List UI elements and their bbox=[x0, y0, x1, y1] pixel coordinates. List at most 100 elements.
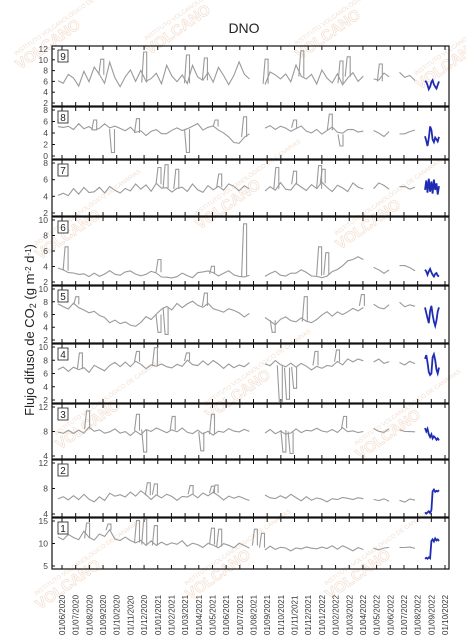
series-line bbox=[57, 267, 250, 279]
panel-badge bbox=[57, 463, 69, 477]
series-spike bbox=[133, 413, 141, 431]
series-spike bbox=[133, 350, 141, 362]
x-tick-label: 01/07/2022 bbox=[400, 594, 409, 635]
series-spike bbox=[84, 522, 91, 539]
series-line bbox=[264, 256, 364, 279]
series-spike bbox=[155, 166, 162, 185]
series-line bbox=[264, 426, 364, 435]
series-line bbox=[399, 498, 416, 503]
panel-frame bbox=[51, 216, 450, 286]
series-spike bbox=[212, 484, 219, 494]
series-spike bbox=[183, 352, 191, 362]
series-line bbox=[264, 124, 364, 135]
panel-badge bbox=[57, 521, 69, 535]
series-spike bbox=[151, 347, 158, 367]
recent-series-line bbox=[424, 305, 440, 330]
series-spike bbox=[319, 168, 326, 184]
y-tick-label: 6 bbox=[43, 310, 48, 320]
y-tick-label: 4 bbox=[43, 191, 48, 201]
series-spike bbox=[298, 50, 305, 77]
watermark-subtext: INSTITUTO VOLCANOLÓGICO DE CANARIAS bbox=[33, 168, 142, 247]
recent-series-line bbox=[424, 126, 440, 147]
x-tick-label: 01/07/2021 bbox=[236, 594, 245, 635]
y-tick-label: 15 bbox=[39, 516, 49, 526]
series-line bbox=[373, 498, 390, 502]
y-tick-label: 6 bbox=[43, 175, 48, 185]
y-tick-label: 4 bbox=[43, 262, 48, 272]
series-spike bbox=[144, 482, 151, 496]
x-tick-label: 01/09/2021 bbox=[263, 594, 272, 635]
y-tick-label: 2 bbox=[43, 98, 48, 108]
series-line bbox=[373, 303, 390, 310]
series-spike bbox=[291, 119, 298, 128]
series-spike bbox=[276, 365, 283, 403]
y-tick-label: 8 bbox=[43, 105, 48, 115]
recent-series-line bbox=[424, 487, 440, 515]
x-tick-label: 01/01/2022 bbox=[318, 594, 327, 635]
x-tick-label: 01/07/2020 bbox=[72, 594, 81, 635]
chart-title: DNO bbox=[228, 20, 259, 36]
y-tick-label: 4 bbox=[43, 322, 48, 332]
panels: 1210864298642088642710864261086425108642… bbox=[39, 44, 450, 571]
series-line bbox=[57, 182, 250, 197]
y-tick-label: 2 bbox=[43, 140, 48, 150]
y-tick-label: 0 bbox=[43, 151, 48, 161]
panel-frame bbox=[51, 459, 450, 518]
y-tick-label: 2 bbox=[43, 395, 48, 405]
x-tick-label: 01/12/2020 bbox=[140, 594, 149, 635]
y-axis-label-part: ) bbox=[22, 244, 37, 248]
series-spike bbox=[183, 129, 191, 154]
y-tick-label: 10 bbox=[39, 284, 49, 294]
series-spike bbox=[91, 119, 98, 131]
x-tick-label: 01/03/2022 bbox=[345, 594, 354, 635]
series-line bbox=[373, 266, 390, 274]
series-spike bbox=[73, 296, 80, 305]
y-axis-label: Flujo difuso de CO2 (g m-2 d-1) bbox=[22, 244, 38, 416]
series-line bbox=[264, 545, 364, 552]
x-tick-label: 01/09/2020 bbox=[99, 594, 108, 635]
watermark-subtext: INSTITUTO VOLCANOLÓGICO DE CANARIAS bbox=[353, 368, 462, 447]
panel-badge-label: 9 bbox=[60, 52, 66, 63]
series-spike bbox=[262, 58, 269, 84]
x-tick-label: 01/08/2021 bbox=[250, 594, 259, 635]
panel-badge-label: 5 bbox=[60, 292, 66, 303]
x-tick-label: 01/12/2021 bbox=[304, 594, 313, 635]
panel-frame bbox=[51, 45, 450, 107]
x-tick-label: 01/05/2022 bbox=[373, 594, 382, 635]
y-tick-label: 2 bbox=[43, 335, 48, 345]
series-line bbox=[373, 72, 390, 81]
series-spike bbox=[141, 51, 148, 83]
x-tick-label: 01/10/2020 bbox=[113, 594, 122, 635]
series-spike bbox=[216, 173, 223, 188]
series-spike bbox=[133, 118, 141, 134]
x-tick-label: 01/02/2022 bbox=[332, 594, 341, 635]
y-tick-label: 10 bbox=[39, 55, 49, 65]
series-spike bbox=[201, 292, 208, 306]
series-spike bbox=[105, 523, 112, 531]
series-spike bbox=[208, 413, 216, 435]
series-spike bbox=[183, 54, 191, 84]
series-spike bbox=[201, 57, 208, 81]
panel-3: 12 8 4 3 bbox=[39, 402, 450, 461]
series-spike bbox=[151, 483, 158, 495]
series-spike bbox=[333, 349, 341, 362]
watermark-subtext: INSTITUTO VOLCANOLÓGICO DE CANARIAS bbox=[193, 138, 302, 217]
series-line bbox=[399, 129, 416, 135]
x-tick-label: 01/10/2022 bbox=[441, 594, 450, 635]
series-line bbox=[57, 359, 250, 374]
y-tick-label: 12 bbox=[39, 402, 49, 412]
y-tick-label: 12 bbox=[39, 458, 49, 468]
series-line bbox=[57, 122, 250, 144]
x-tick-label: 01/06/2021 bbox=[222, 594, 231, 635]
series-spike bbox=[344, 56, 351, 77]
series-spike bbox=[337, 60, 344, 84]
panel-badge-label: 8 bbox=[60, 113, 66, 124]
y-tick-label: 4 bbox=[43, 128, 48, 138]
y-tick-label: 12 bbox=[39, 44, 49, 54]
y-tick-label: 8 bbox=[43, 355, 48, 365]
y-tick-label: 8 bbox=[43, 297, 48, 307]
panel-badge bbox=[57, 49, 69, 63]
